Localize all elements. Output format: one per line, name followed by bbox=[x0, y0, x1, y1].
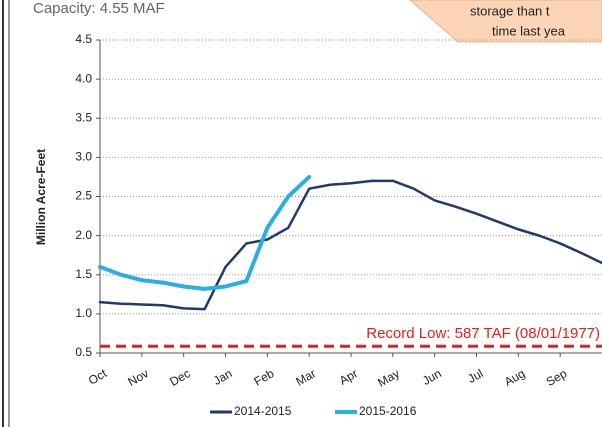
x-tick-label: Aug bbox=[502, 366, 527, 389]
x-tick-label: Apr bbox=[337, 366, 360, 387]
y-tick-label: 4.0 bbox=[75, 71, 92, 85]
x-tick-label: Feb bbox=[252, 366, 277, 389]
y-tick-label: 1.0 bbox=[75, 306, 92, 320]
reference-label: Record Low: 587 TAF (08/01/1977) bbox=[366, 325, 600, 342]
y-tick-label: 2.0 bbox=[75, 228, 92, 242]
y-axis-label: Million Acre-Feet bbox=[34, 149, 48, 245]
series-line bbox=[98, 179, 602, 311]
y-tick-label: 0.5 bbox=[75, 345, 92, 359]
y-tick-label: 4.5 bbox=[75, 32, 92, 46]
y-tick-label: 3.0 bbox=[75, 150, 92, 164]
annotation-box bbox=[409, 0, 602, 43]
legend-label: 2014-2015 bbox=[234, 404, 292, 418]
x-tick-label: Jan bbox=[211, 366, 235, 388]
x-tick-label: May bbox=[375, 366, 402, 389]
x-tick-label: Jul bbox=[465, 366, 485, 386]
annotation-text: time last yea bbox=[492, 23, 566, 38]
x-tick-label: Jun bbox=[420, 366, 444, 388]
y-tick-label: 3.5 bbox=[75, 110, 92, 124]
x-tick-label: Nov bbox=[125, 366, 150, 389]
x-tick-label: Sep bbox=[544, 366, 570, 389]
x-tick-label: Oct bbox=[86, 366, 110, 388]
legend-label: 2015-2016 bbox=[359, 404, 417, 418]
series-line bbox=[98, 174, 312, 291]
x-tick-label: Dec bbox=[167, 366, 192, 389]
chart-subtitle: Capacity: 4.55 MAF bbox=[33, 0, 165, 17]
x-tick-label: Mar bbox=[293, 366, 318, 388]
y-tick-label: 1.5 bbox=[75, 267, 92, 281]
annotation-text: storage than t bbox=[470, 3, 550, 18]
y-tick-label: 2.5 bbox=[75, 189, 92, 203]
